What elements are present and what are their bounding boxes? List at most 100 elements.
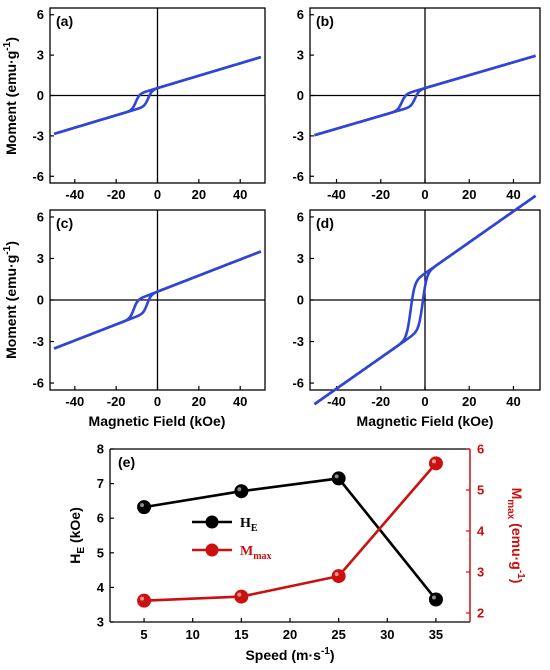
field-axis-label-left: Magnetic Field (kOe) bbox=[89, 413, 226, 429]
x-tick-label: 20 bbox=[462, 394, 476, 409]
y-tick-label: 0 bbox=[37, 88, 44, 103]
data-point bbox=[331, 569, 346, 584]
legend-marker bbox=[205, 515, 219, 529]
speed-axis-label: Speed (m·s-1) bbox=[245, 646, 334, 663]
x-tick-label: 5 bbox=[140, 627, 147, 642]
y-tick-label: 0 bbox=[297, 293, 304, 308]
panel-label: (a) bbox=[56, 13, 73, 29]
x-tick-label: 0 bbox=[154, 187, 161, 202]
data-point-highlight bbox=[431, 459, 436, 464]
x-tick-label: -20 bbox=[371, 187, 390, 202]
x-tick-label: 40 bbox=[233, 187, 247, 202]
y-tick-label: 0 bbox=[37, 293, 44, 308]
x-tick-label: 0 bbox=[421, 394, 428, 409]
x-tick-label: -40 bbox=[327, 394, 346, 409]
x-tick-label: -20 bbox=[107, 394, 126, 409]
legend: HE Mmax bbox=[192, 515, 272, 562]
y-tick-label: 3 bbox=[297, 251, 304, 266]
loop-ascending-branch bbox=[314, 54, 536, 137]
panel-label: (c) bbox=[56, 215, 73, 231]
y-tick-label: 3 bbox=[297, 48, 304, 63]
y-tick-label: -3 bbox=[292, 334, 304, 349]
x-tick-label: 40 bbox=[233, 394, 247, 409]
panel-label: (b) bbox=[316, 13, 334, 29]
legend-label: HE bbox=[240, 516, 258, 534]
x-tick-label: 0 bbox=[154, 394, 161, 409]
x-tick-label: -20 bbox=[371, 394, 390, 409]
right-y-tick-label: 2 bbox=[477, 605, 484, 620]
data-point bbox=[331, 471, 346, 486]
y-tick-label: -6 bbox=[32, 169, 44, 184]
data-point bbox=[428, 456, 443, 471]
x-tick-label: 40 bbox=[506, 394, 520, 409]
hysteresis-panel-3: -40 -20 0 20 40 -6 -3 0 3 6 (d) bbox=[292, 194, 541, 409]
data-point bbox=[137, 593, 152, 608]
y-tick-label: 0 bbox=[297, 88, 304, 103]
he-axis-label: HE (kOe) bbox=[67, 507, 87, 563]
left-y-tick-label: 4 bbox=[97, 580, 105, 595]
data-point bbox=[234, 589, 249, 604]
x-tick-label: 40 bbox=[506, 187, 520, 202]
right-y-tick-label: 6 bbox=[477, 442, 484, 457]
loop-ascending-branch bbox=[53, 250, 262, 350]
data-point-highlight bbox=[140, 596, 145, 601]
y-tick-label: 6 bbox=[297, 209, 304, 224]
left-y-tick-label: 3 bbox=[97, 615, 104, 630]
moment-axis-label-top: Moment (emu·g-1) bbox=[2, 37, 19, 155]
left-y-tick-label: 8 bbox=[97, 442, 104, 457]
series-line bbox=[143, 477, 437, 601]
y-tick-label: -6 bbox=[292, 376, 304, 391]
data-point bbox=[428, 592, 443, 607]
right-y-tick-label: 3 bbox=[477, 564, 484, 579]
x-tick-label: 20 bbox=[283, 627, 297, 642]
left-y-tick-label: 6 bbox=[97, 511, 104, 526]
right-y-tick-label: 5 bbox=[477, 482, 484, 497]
right-y-tick-label: 4 bbox=[477, 523, 485, 538]
x-tick-label: 20 bbox=[192, 187, 206, 202]
x-tick-label: 10 bbox=[185, 627, 199, 642]
legend-label: Mmax bbox=[240, 544, 272, 562]
x-tick-label: 25 bbox=[331, 627, 345, 642]
data-point-highlight bbox=[431, 595, 436, 600]
y-tick-label: 6 bbox=[37, 209, 44, 224]
panel-label: (e) bbox=[118, 454, 135, 470]
x-tick-label: 0 bbox=[421, 187, 428, 202]
y-tick-label: -3 bbox=[292, 128, 304, 143]
series-mmax bbox=[137, 456, 443, 608]
y-tick-label: 6 bbox=[37, 7, 44, 22]
y-tick-label: 3 bbox=[37, 251, 44, 266]
field-axis-label-right: Magnetic Field (kOe) bbox=[357, 413, 494, 429]
x-tick-label: 20 bbox=[462, 187, 476, 202]
y-tick-label: -6 bbox=[292, 169, 304, 184]
data-point-highlight bbox=[334, 474, 339, 479]
x-tick-label: 15 bbox=[234, 627, 248, 642]
data-point-highlight bbox=[237, 592, 242, 597]
data-point bbox=[234, 484, 249, 499]
data-point-highlight bbox=[140, 503, 145, 508]
y-tick-label: -3 bbox=[32, 334, 44, 349]
x-tick-label: 35 bbox=[429, 627, 443, 642]
series-he bbox=[137, 471, 443, 607]
data-point-highlight bbox=[334, 572, 339, 577]
loop-ascending-branch bbox=[313, 194, 537, 406]
x-tick-label: 30 bbox=[380, 627, 394, 642]
loop-ascending-branch bbox=[53, 55, 262, 136]
y-tick-label: -3 bbox=[32, 128, 44, 143]
y-tick-label: -6 bbox=[32, 376, 44, 391]
x-tick-label: -40 bbox=[65, 187, 84, 202]
series-line bbox=[143, 462, 437, 602]
hysteresis-panel-0: -40 -20 0 20 40 -6 -3 0 3 6 (a) bbox=[32, 7, 266, 202]
hysteresis-panel-2: -40 -20 0 20 40 -6 -3 0 3 6 (c) bbox=[32, 209, 266, 409]
moment-axis-label-bottom: Moment (emu·g-1) bbox=[2, 241, 19, 359]
y-tick-label: 6 bbox=[297, 7, 304, 22]
mmax-axis-label: Mmax (emu·g-1) bbox=[505, 488, 526, 584]
legend-marker bbox=[205, 543, 219, 557]
x-tick-label: -40 bbox=[65, 394, 84, 409]
x-tick-label: 20 bbox=[192, 394, 206, 409]
left-y-tick-label: 7 bbox=[97, 476, 104, 491]
data-point-highlight bbox=[237, 487, 242, 492]
hysteresis-panel-1: -40 -20 0 20 40 -6 -3 0 3 6 (b) bbox=[292, 7, 541, 202]
data-point bbox=[137, 500, 152, 515]
left-y-tick-label: 5 bbox=[97, 545, 104, 560]
